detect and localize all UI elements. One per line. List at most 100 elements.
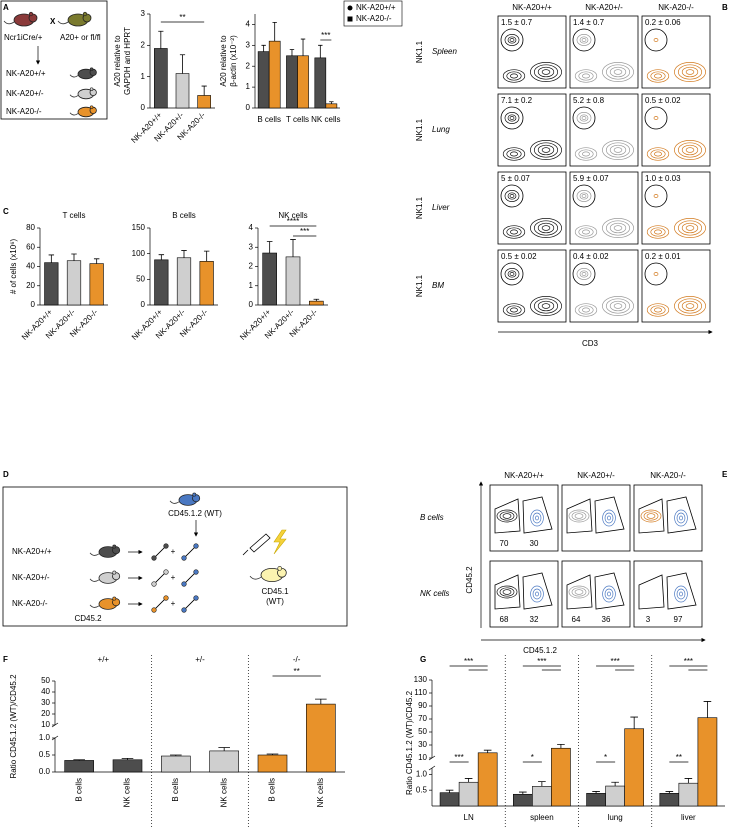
error-bar: [179, 54, 186, 74]
mouse-ear: [82, 11, 88, 17]
gate-value: 1.5 ± 0.7: [501, 18, 533, 27]
bar: [199, 261, 214, 306]
contour: [676, 512, 686, 524]
contour: [653, 194, 659, 198]
contour: [507, 36, 517, 44]
contour: [535, 591, 539, 597]
error-bar: [158, 30, 164, 49]
contour: [677, 64, 703, 80]
bone-end: [181, 555, 187, 561]
gate: [644, 184, 668, 208]
gate-value: 0.5 ± 0.02: [645, 96, 681, 105]
contour: [574, 303, 598, 317]
mouse-tail: [69, 94, 79, 98]
error-bar: [272, 21, 277, 42]
y-axis-label: Ratio CD45.1.2 (WT)/CD45.2: [9, 674, 18, 779]
contour: [504, 268, 520, 280]
gate-value: 1.4 ± 0.7: [573, 18, 605, 27]
contour: [578, 227, 594, 237]
gate: [572, 106, 596, 130]
significance-label: ***: [537, 657, 546, 666]
flow-plot: [569, 15, 639, 89]
bar: [586, 793, 606, 807]
contour: [502, 225, 526, 239]
bone-end: [163, 595, 169, 601]
error-bar: [592, 791, 600, 794]
gate: [500, 106, 524, 130]
flow-plot: [633, 484, 703, 552]
column-header: NK-A20+/-: [585, 3, 623, 12]
contour: [654, 307, 662, 313]
contour: [653, 116, 659, 120]
significance-label: ***: [321, 31, 330, 40]
flow-plot: [633, 560, 703, 628]
contour: [532, 512, 542, 524]
y-tick-label: 70: [418, 714, 427, 723]
contour: [685, 69, 695, 75]
y-tick-label: 0.0: [39, 767, 51, 776]
gate: [594, 496, 625, 534]
x-tick-label: NK cells: [316, 778, 325, 807]
contour: [568, 585, 590, 599]
x-tick-label: spleen: [530, 813, 554, 822]
mouse-tail: [89, 578, 100, 582]
x-tick-label: NK cells: [219, 778, 228, 807]
error-bar: [71, 253, 77, 261]
gate: [566, 498, 593, 534]
contour: [509, 272, 515, 276]
bar: [325, 103, 338, 109]
genotype-label: CD45.2: [74, 614, 102, 623]
gate: [572, 28, 596, 52]
group-label: +/-: [195, 655, 205, 664]
gate: [572, 184, 596, 208]
gate-value: 0.4 ± 0.02: [573, 252, 609, 261]
contour: [605, 142, 631, 158]
contour: [654, 73, 662, 79]
bone-end: [151, 607, 157, 613]
bar: [678, 782, 699, 807]
bone-fill: [154, 546, 166, 558]
y-tick-label: 110: [414, 688, 427, 697]
axis-break: [428, 765, 436, 771]
x-tick-label: NK cells: [123, 778, 132, 807]
x-tick-label: B cells: [257, 115, 281, 124]
gate: [644, 106, 668, 130]
contour: [502, 303, 526, 317]
contour: [533, 220, 559, 236]
panel-label: E: [722, 470, 728, 479]
bar: [297, 55, 309, 109]
legend-label: NK-A20+/+: [356, 3, 396, 12]
error-bar: [266, 241, 273, 254]
contour: [607, 515, 611, 521]
contour: [535, 515, 539, 521]
offspring-label: NK-A20-/-: [6, 107, 42, 116]
contour: [510, 151, 518, 157]
gate: [566, 574, 593, 610]
gate-value: 5 ± 0.07: [501, 174, 530, 183]
y-tick-label: 2: [141, 40, 146, 49]
y-tick-label: 2: [249, 262, 254, 271]
contour: [650, 305, 666, 315]
bone-fill: [154, 572, 166, 584]
bone-end: [151, 555, 157, 561]
y-tick-label: 10: [418, 753, 427, 762]
gate-value: 7.1 ± 0.2: [501, 96, 533, 105]
y-axis-label: CD45.2: [465, 566, 474, 594]
bar: [64, 760, 94, 773]
y-tick-label: 100: [132, 249, 146, 258]
y-tick-label: 50: [41, 676, 50, 685]
y-tick-label: 40: [41, 687, 50, 696]
significance-label: **: [294, 667, 300, 676]
contour: [541, 147, 551, 153]
contour: [685, 303, 695, 309]
y-tick-label: 0: [31, 300, 36, 309]
bone-end: [163, 569, 169, 575]
contour: [607, 591, 611, 597]
column-header: NK-A20-/-: [658, 3, 694, 12]
schema-box: [2, 486, 348, 627]
contour: [681, 222, 699, 234]
bar: [262, 252, 277, 306]
error-bar: [261, 44, 266, 52]
flow-plot: [561, 560, 631, 628]
